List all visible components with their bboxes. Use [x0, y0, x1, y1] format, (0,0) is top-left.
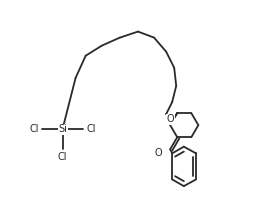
Text: Si: Si [58, 124, 67, 134]
Text: O: O [166, 114, 174, 124]
Text: O: O [154, 148, 162, 158]
Text: Cl: Cl [29, 124, 39, 134]
Text: Cl: Cl [58, 152, 67, 162]
Text: Cl: Cl [86, 124, 96, 134]
